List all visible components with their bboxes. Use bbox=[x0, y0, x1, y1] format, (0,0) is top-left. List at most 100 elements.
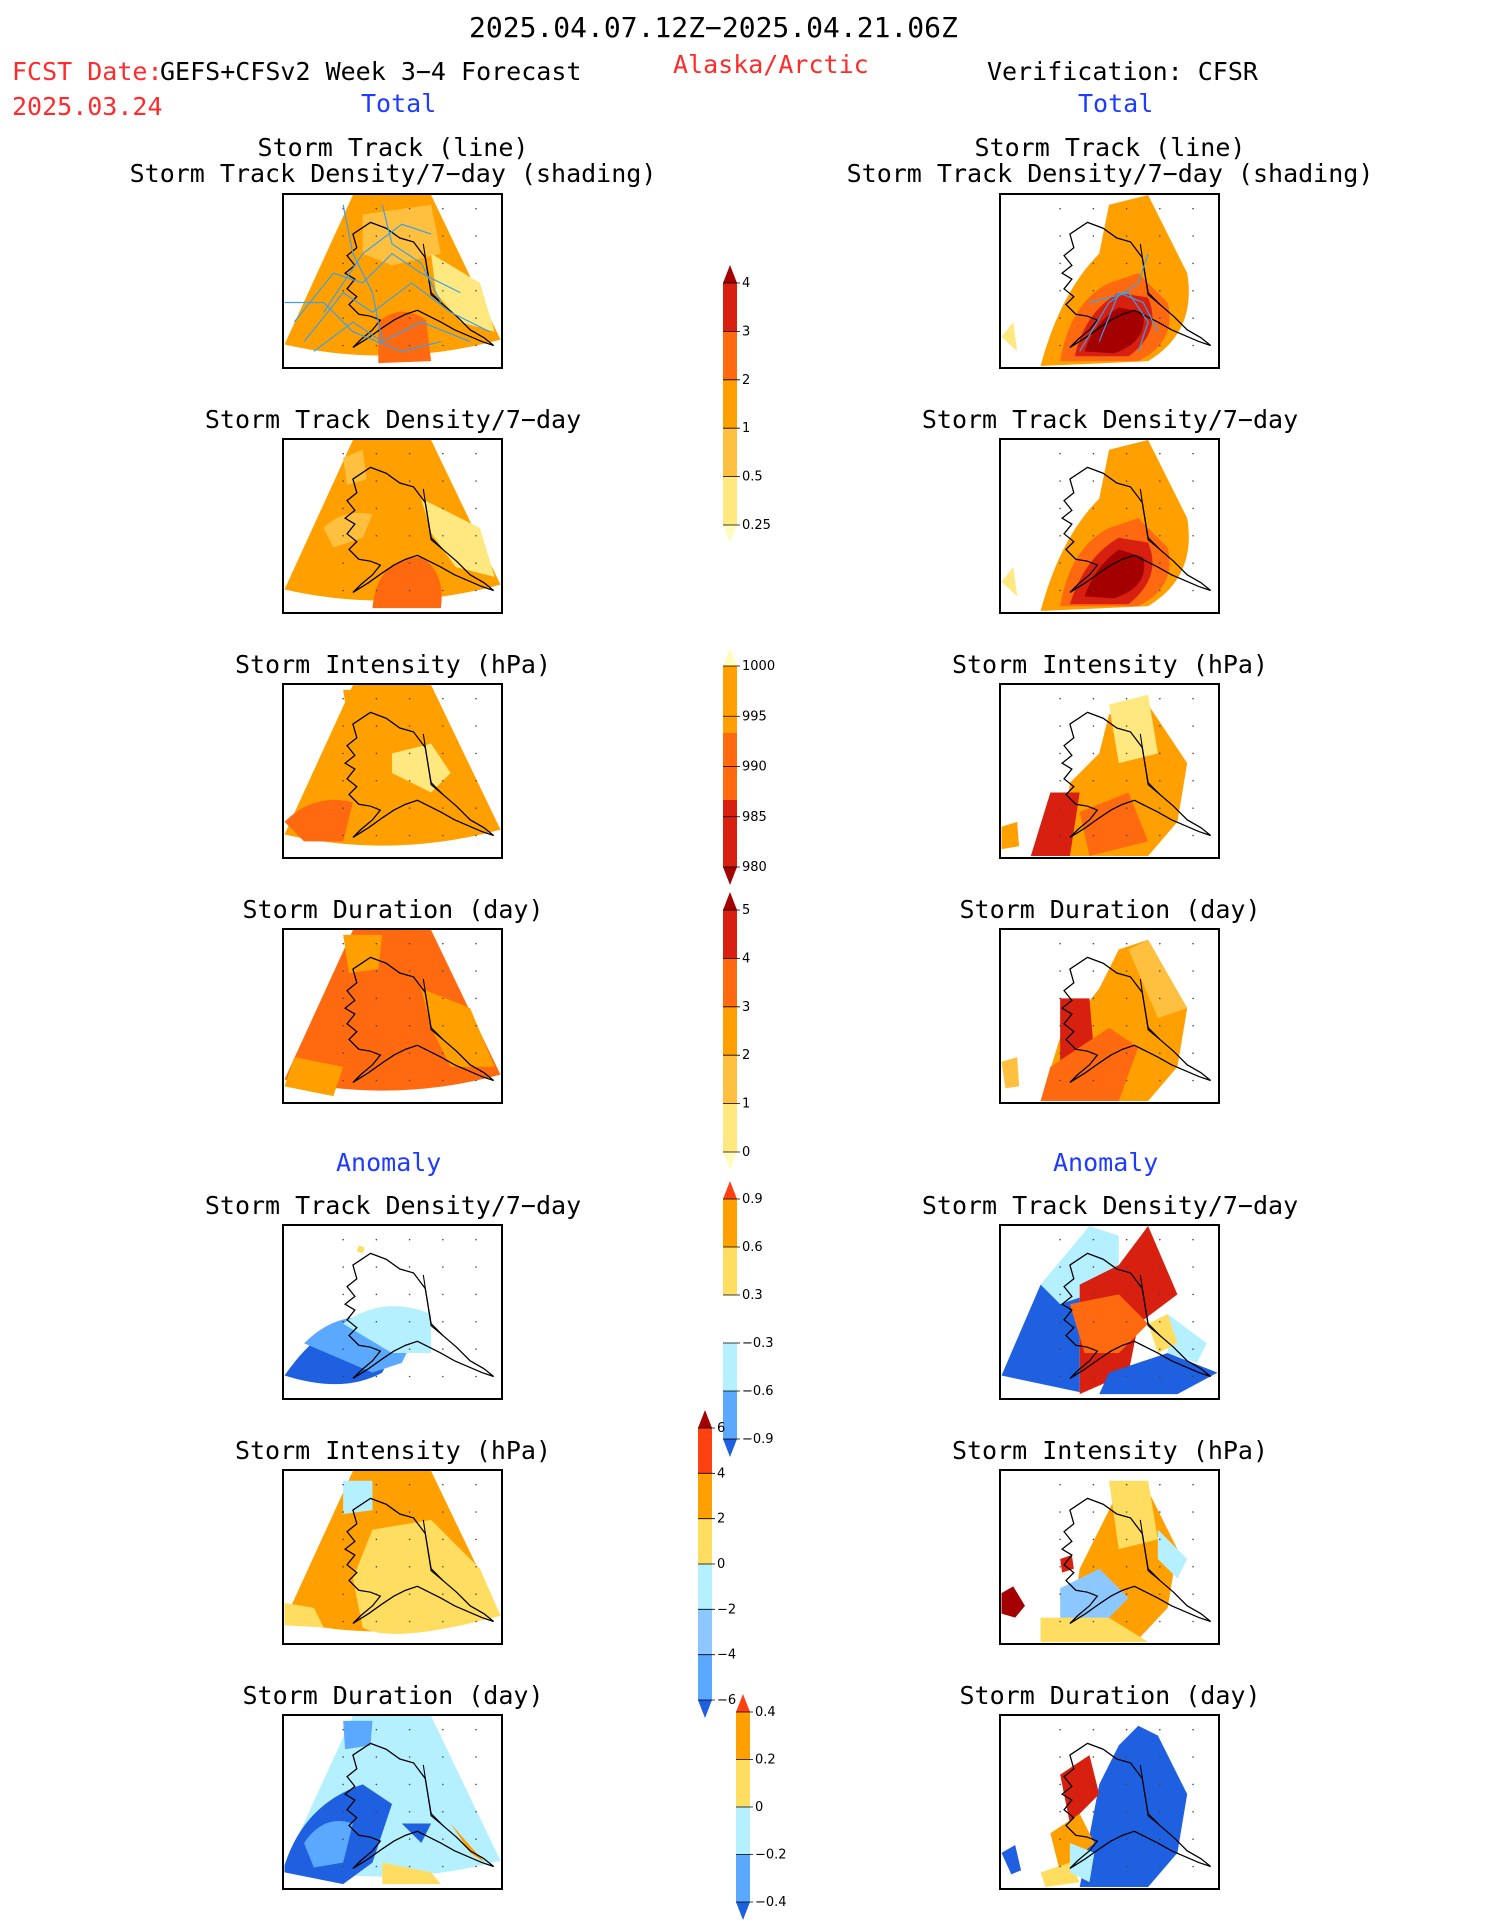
shade-v-duration-1 bbox=[1128, 939, 1188, 1018]
grid-dot bbox=[1125, 1620, 1128, 1623]
grid-dot bbox=[475, 507, 477, 510]
grid-dot bbox=[375, 1865, 378, 1868]
grid-dot bbox=[1159, 507, 1161, 510]
map-v-duration-svg bbox=[1001, 939, 1212, 1102]
grid-dot bbox=[442, 1238, 444, 1241]
map-va-intensity bbox=[999, 1469, 1220, 1645]
grid-dot bbox=[1125, 752, 1128, 755]
map-f-track-svg bbox=[284, 195, 501, 364]
grid-dot bbox=[408, 779, 411, 782]
grid-dot bbox=[1159, 725, 1161, 727]
grid-dot bbox=[1059, 1079, 1061, 1082]
grid-dot bbox=[408, 1079, 411, 1082]
map-v-duration bbox=[999, 928, 1220, 1104]
grid-dot bbox=[1159, 1620, 1161, 1623]
grid-dot bbox=[1059, 834, 1061, 837]
colorbar-density: 4 3 2 1 0.5 0.25 bbox=[723, 265, 771, 543]
grid-dot bbox=[1059, 1810, 1061, 1813]
cbar-density-seg-2 bbox=[723, 331, 737, 381]
grid-dot bbox=[342, 317, 344, 319]
grid-dot bbox=[442, 1810, 444, 1813]
cbar-anom_duration-label-1: 0.2 bbox=[755, 1753, 776, 1768]
grid-dot bbox=[408, 834, 411, 837]
border-fa-duration bbox=[422, 1764, 444, 1826]
grid-dot bbox=[1192, 1024, 1194, 1027]
border-f-intensity bbox=[422, 733, 444, 795]
grid-dot bbox=[1092, 534, 1095, 537]
map-fa-intensity-svg bbox=[284, 1471, 501, 1634]
grid-dot bbox=[1125, 834, 1128, 837]
date-range-title: 2025.04.07.12Z−2025.04.21.06Z bbox=[469, 11, 958, 44]
cbar-anom_density-label-2: 0.3 bbox=[742, 1288, 763, 1303]
grid-dot bbox=[1192, 1483, 1194, 1486]
cbar-anom_intensity-label-4: −2 bbox=[717, 1602, 736, 1617]
shade-fa-density-2 bbox=[343, 1306, 432, 1354]
grid-dot bbox=[408, 534, 411, 537]
border-fa-density bbox=[422, 1274, 444, 1336]
grid-dot bbox=[1159, 534, 1161, 537]
cbar-anom_duration-label-3: −0.2 bbox=[755, 1848, 787, 1863]
grid-dot bbox=[442, 1783, 444, 1786]
map-v-intensity bbox=[999, 683, 1220, 859]
grid-dot bbox=[475, 997, 477, 1000]
grid-dot bbox=[442, 697, 444, 700]
grid-dot bbox=[1192, 534, 1194, 537]
shade-v-intensity-2 bbox=[1030, 792, 1080, 857]
shade-fa-duration-6 bbox=[401, 1823, 432, 1844]
grid-dot bbox=[342, 697, 344, 700]
cbar-duration-label-5: 0 bbox=[742, 1145, 750, 1160]
grid-dot bbox=[342, 344, 344, 347]
grid-dot bbox=[442, 452, 444, 455]
grid-dot bbox=[475, 1810, 477, 1813]
grid-dot bbox=[1059, 1783, 1061, 1786]
grid-dot bbox=[475, 1620, 477, 1623]
cbar-density-label-5: 0.25 bbox=[742, 518, 771, 533]
cbar-anom_intensity-seg-2 bbox=[698, 1473, 712, 1520]
shade-va-duration-2 bbox=[1050, 1813, 1095, 1873]
grid-dot bbox=[1159, 1348, 1161, 1350]
grid-dot bbox=[442, 1593, 444, 1595]
grid-dot bbox=[342, 235, 344, 237]
cbar-intensity-seg-0 bbox=[723, 648, 737, 666]
shade-v-intensity-4 bbox=[1001, 821, 1020, 850]
grid-dot bbox=[475, 1783, 477, 1786]
grid-dot bbox=[342, 1293, 344, 1296]
grid-dot bbox=[342, 1024, 344, 1027]
cbar-anom_density-seg-3 bbox=[723, 1295, 737, 1344]
cbar-density-label-4: 0.5 bbox=[742, 470, 763, 485]
storm-track-3 bbox=[342, 204, 383, 342]
grid-dot bbox=[342, 997, 344, 1000]
grid-dot bbox=[1059, 1375, 1061, 1378]
grid-dot bbox=[342, 807, 344, 809]
shade-f-duration-2 bbox=[343, 934, 383, 973]
grid-dot bbox=[1092, 1024, 1095, 1027]
title-v-track-1: Storm Track (line) bbox=[974, 133, 1246, 162]
grid-dot bbox=[442, 1838, 444, 1840]
grid-dot bbox=[1059, 1865, 1061, 1868]
grid-dot bbox=[342, 589, 344, 592]
grid-dot bbox=[1092, 344, 1095, 347]
grid-dot bbox=[475, 1320, 477, 1323]
shade-v-intensity-1 bbox=[1109, 694, 1158, 764]
shade-fa-duration-2 bbox=[304, 1821, 353, 1868]
grid-dot bbox=[442, 997, 444, 1000]
colorbar-duration: 5 4 3 2 1 0 bbox=[723, 892, 750, 1170]
cbar-density-seg-6 bbox=[723, 525, 737, 543]
grid-dot bbox=[442, 207, 444, 210]
grid-dot bbox=[342, 1483, 344, 1486]
grid-dot bbox=[1192, 1756, 1194, 1758]
title-f-track-1: Storm Track (line) bbox=[257, 133, 529, 162]
grid-dot bbox=[442, 725, 444, 727]
grid-dot bbox=[408, 1538, 411, 1541]
shade-v-intensity-3 bbox=[1079, 792, 1149, 857]
grid-dot bbox=[1125, 1865, 1128, 1868]
grid-dot bbox=[408, 262, 411, 265]
grid-dot bbox=[475, 235, 477, 237]
shade-f-intensity-2 bbox=[392, 743, 451, 793]
grid-dot bbox=[1159, 779, 1161, 782]
grid-dot bbox=[1059, 725, 1061, 727]
grid-dot bbox=[1059, 1838, 1061, 1840]
grid-dot bbox=[375, 779, 378, 782]
grid-dot bbox=[1192, 1348, 1194, 1350]
grid-dot bbox=[1125, 207, 1128, 210]
